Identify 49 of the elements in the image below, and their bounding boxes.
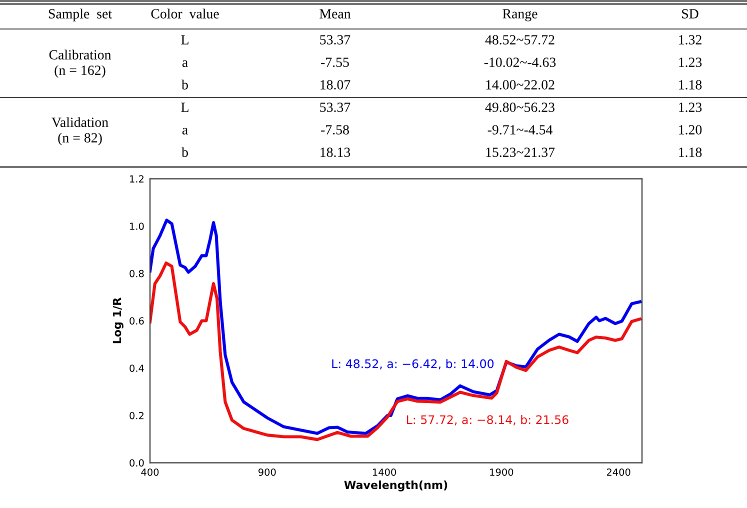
category-label: Validation (n = 82) xyxy=(52,117,108,146)
text: b xyxy=(182,147,188,157)
text: 49.80~56.23 xyxy=(485,102,554,112)
x-axis-title: Wavelength(nm) xyxy=(344,480,448,492)
y-tick-label: 0.2 xyxy=(130,412,144,420)
annotation: L: 48.52, a: −6.42, b: 14.00 xyxy=(332,359,494,370)
text: 1.18 xyxy=(679,80,702,90)
y-tick-label: 1.2 xyxy=(130,175,144,182)
text: L xyxy=(181,35,188,44)
text: 1.20 xyxy=(679,125,702,135)
text: -7.55 xyxy=(321,58,349,68)
y-tick-label: 0.0 xyxy=(130,459,144,467)
x-tick-label: 1900 xyxy=(490,468,514,476)
y-tick-label: 1.0 xyxy=(130,222,144,230)
text: 1.32 xyxy=(679,35,702,45)
x-tick-label: 1400 xyxy=(372,468,396,476)
text: 53.37 xyxy=(320,35,350,45)
text: -7.58 xyxy=(321,125,349,135)
category-label: Sample set xyxy=(48,8,112,22)
x-tick-label: 400 xyxy=(141,468,159,476)
y-tick-label: 0.8 xyxy=(130,270,144,278)
category-label: Calibration (n = 162) xyxy=(49,50,112,78)
y-axis-title: Log 1/R xyxy=(112,298,124,344)
text: 18.13 xyxy=(320,148,350,158)
text: 15.23~21.37 xyxy=(486,148,555,158)
text: 1.23 xyxy=(679,102,702,112)
x-tick-label: 2400 xyxy=(606,468,630,476)
y-tick-label: 0.6 xyxy=(130,317,144,325)
y-tick-label: 0.4 xyxy=(130,364,144,372)
text: b xyxy=(182,80,188,90)
text: 1.23 xyxy=(679,58,702,68)
text: -10.02~-4.63 xyxy=(484,58,556,68)
text: 53.37 xyxy=(320,102,350,112)
text: 1.18 xyxy=(679,148,702,158)
category-label: Range xyxy=(502,9,538,22)
text: 18.07 xyxy=(320,80,350,90)
text: -9.71~-4.54 xyxy=(488,125,552,135)
category-label: Color value xyxy=(151,8,219,18)
category-label: Mean xyxy=(320,9,351,18)
text: a xyxy=(182,128,188,134)
line-series xyxy=(150,218,642,435)
text: L xyxy=(181,102,188,112)
text: 48.52~57.72 xyxy=(485,35,554,45)
annotation: L: 57.72, a: −8.14, b: 21.56 xyxy=(407,415,568,426)
text: 14.00~22.02 xyxy=(486,80,554,90)
category-label: SD xyxy=(682,9,698,18)
text: a xyxy=(182,60,188,67)
line-series xyxy=(150,261,642,442)
x-tick-label: 900 xyxy=(258,468,276,476)
